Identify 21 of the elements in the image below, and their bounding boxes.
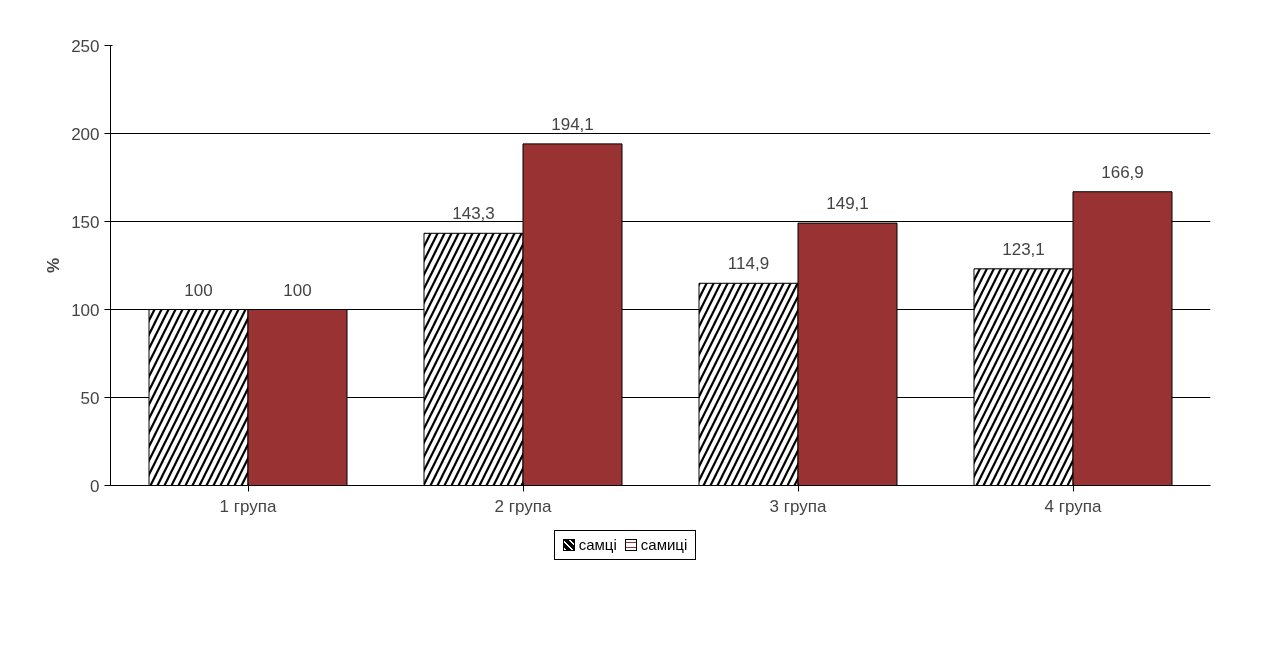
y-tick-label: 0 (90, 476, 100, 496)
x-tick-label: 2 група (494, 496, 552, 516)
y-tick-label: 150 (71, 212, 100, 232)
y-axis-title: % (44, 257, 64, 274)
data-label: 100 (184, 280, 213, 300)
x-tick-label: 3 група (769, 496, 827, 516)
legend-label: самці (578, 535, 617, 555)
data-label: 166,9 (1101, 162, 1144, 182)
data-label: 100 (283, 280, 312, 300)
y-tick-label: 250 (71, 36, 100, 56)
x-tick-label: 1 група (219, 496, 277, 516)
y-tick-label: 200 (71, 124, 100, 144)
y-tick-label: 50 (80, 388, 100, 408)
data-label: 149,1 (826, 194, 869, 214)
legend-label: самиці (640, 535, 688, 555)
data-label: 194,1 (551, 114, 594, 134)
data-label: 114,9 (727, 254, 770, 274)
data-label: 123,1 (1002, 239, 1045, 259)
data-label: 143,3 (452, 204, 495, 224)
x-tick-label: 4 група (1044, 496, 1102, 516)
y-tick-label: 100 (71, 300, 100, 320)
